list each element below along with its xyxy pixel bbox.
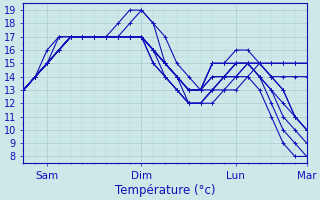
X-axis label: Température (°c): Température (°c) xyxy=(115,184,215,197)
